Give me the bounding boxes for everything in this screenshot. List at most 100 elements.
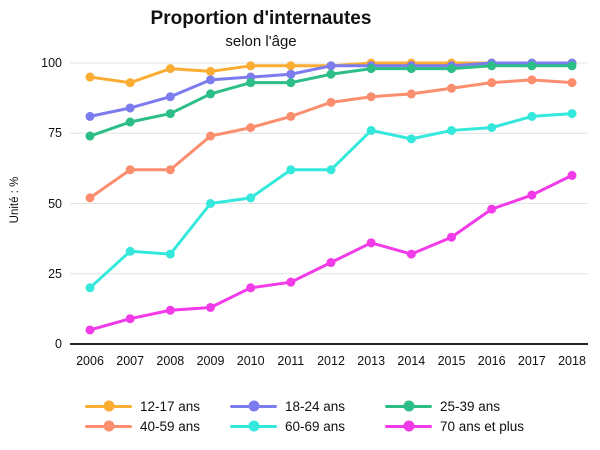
y-tick-label: 75 xyxy=(48,126,62,141)
data-point xyxy=(447,125,456,135)
y-axis-label: Unité : % xyxy=(9,176,21,224)
data-point xyxy=(286,165,296,175)
x-tick-label: 2009 xyxy=(196,354,225,368)
legend-swatch-dot xyxy=(248,400,259,412)
data-point xyxy=(487,61,497,71)
data-point xyxy=(246,283,256,293)
data-point xyxy=(165,165,175,175)
legend-label: 70 ans et plus xyxy=(440,418,525,434)
legend-item-18-24-ans: 18-24 ans xyxy=(230,398,346,414)
legend-item-70-ans-et-plus: 70 ans et plus xyxy=(385,418,525,434)
data-point xyxy=(406,249,416,259)
legend-item-40-59-ans: 40-59 ans xyxy=(85,418,201,434)
data-point xyxy=(286,277,296,287)
legend-label: 12-17 ans xyxy=(140,398,201,414)
data-point xyxy=(125,117,135,127)
data-point xyxy=(85,325,95,335)
legend-item-25-39-ans: 25-39 ans xyxy=(385,398,501,414)
legend-swatch-dot xyxy=(403,400,414,412)
data-point xyxy=(165,305,175,315)
data-point xyxy=(125,103,135,113)
legend-swatch-dot xyxy=(103,400,114,412)
data-point xyxy=(326,258,336,268)
data-point xyxy=(85,111,95,121)
x-tick-label: 2008 xyxy=(156,354,185,368)
data-point xyxy=(447,83,456,93)
data-point xyxy=(406,89,416,99)
data-point xyxy=(326,97,336,107)
data-point xyxy=(366,125,376,135)
data-point xyxy=(125,246,135,256)
data-point xyxy=(206,302,215,312)
data-point xyxy=(567,170,577,180)
data-point xyxy=(125,165,135,175)
data-point xyxy=(246,123,256,133)
data-point xyxy=(85,283,95,293)
data-point xyxy=(326,61,336,71)
data-point xyxy=(85,131,95,141)
legend-swatch xyxy=(230,420,277,432)
data-point xyxy=(246,78,256,88)
data-point xyxy=(85,72,95,82)
y-tick-label: 100 xyxy=(41,56,62,70)
data-point xyxy=(527,190,537,200)
data-point xyxy=(406,134,416,144)
data-point xyxy=(165,109,175,119)
data-point xyxy=(165,92,175,102)
data-point xyxy=(447,64,456,74)
legend-swatch xyxy=(230,400,277,412)
data-point xyxy=(527,75,537,85)
x-tick-label: 2015 xyxy=(437,354,466,368)
x-tick-label: 2017 xyxy=(517,354,546,368)
data-point xyxy=(206,89,215,99)
data-point xyxy=(366,238,376,248)
data-point xyxy=(286,69,296,79)
legend-item-60-69-ans: 60-69 ans xyxy=(230,418,346,434)
data-point xyxy=(567,109,577,119)
data-point xyxy=(85,193,95,203)
x-tick-label: 2011 xyxy=(277,354,305,368)
data-point xyxy=(246,61,256,71)
data-point xyxy=(206,199,215,208)
x-tick-label: 2018 xyxy=(558,354,586,368)
data-point xyxy=(206,66,215,76)
data-point xyxy=(406,64,416,74)
x-tick-label: 2013 xyxy=(357,354,386,368)
data-point xyxy=(447,232,456,242)
data-point xyxy=(567,78,577,88)
data-point xyxy=(286,78,296,88)
data-point xyxy=(527,61,537,71)
legend-swatch xyxy=(85,420,132,432)
data-point xyxy=(326,165,336,175)
legend-swatch xyxy=(385,400,432,412)
data-point xyxy=(125,314,135,324)
data-point xyxy=(366,92,376,102)
legend-item-12-17-ans: 12-17 ans xyxy=(85,398,201,414)
data-point xyxy=(326,69,336,79)
legend-label: 60-69 ans xyxy=(285,418,346,434)
x-tick-label: 2007 xyxy=(116,354,145,368)
x-tick-label: 2010 xyxy=(236,354,265,368)
data-point xyxy=(165,249,175,259)
data-point xyxy=(286,61,296,71)
legend-label: 25-39 ans xyxy=(440,398,501,414)
legend-swatch-dot xyxy=(248,420,259,432)
y-tick-label: 25 xyxy=(48,266,62,281)
data-point xyxy=(125,78,135,88)
legend-swatch xyxy=(385,420,432,432)
data-point xyxy=(165,64,175,74)
legend-label: 40-59 ans xyxy=(140,418,201,434)
legend-label: 18-24 ans xyxy=(285,398,346,414)
x-tick-label: 2006 xyxy=(76,354,104,368)
data-point xyxy=(487,204,497,214)
data-point xyxy=(206,75,215,85)
data-point xyxy=(286,111,296,121)
y-tick-label: 50 xyxy=(48,196,62,211)
data-point xyxy=(567,61,577,71)
x-tick-label: 2012 xyxy=(317,354,345,368)
data-point xyxy=(366,64,376,74)
data-point xyxy=(246,193,256,203)
legend-swatch-dot xyxy=(403,420,414,432)
chart-subtitle: selon l'âge xyxy=(225,33,297,50)
x-tick-label: 2016 xyxy=(477,354,506,368)
